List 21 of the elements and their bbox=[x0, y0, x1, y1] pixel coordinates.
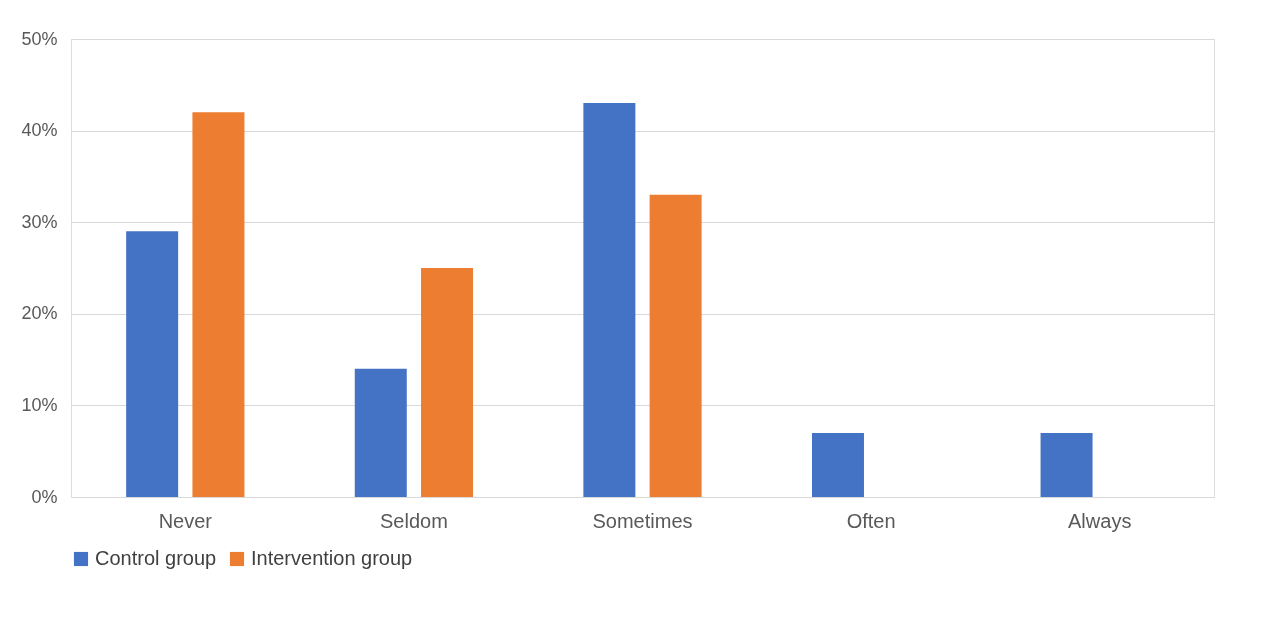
y-tick-label: 20% bbox=[21, 303, 58, 324]
y-tick-label: 40% bbox=[21, 120, 58, 141]
bar bbox=[649, 194, 702, 497]
bar bbox=[811, 432, 864, 497]
x-tick-label: Often bbox=[846, 509, 896, 532]
x-tick-label: Never bbox=[158, 509, 213, 532]
bar bbox=[1040, 432, 1093, 497]
bar bbox=[421, 268, 474, 497]
x-tick-label: Seldom bbox=[379, 509, 448, 532]
x-tick-label: Sometimes bbox=[592, 509, 693, 532]
bar bbox=[583, 103, 636, 497]
y-tick-label: 0% bbox=[31, 486, 58, 507]
y-tick-label: 30% bbox=[21, 211, 58, 232]
legend-label: Control group bbox=[95, 547, 217, 569]
x-tick-label: Always bbox=[1068, 509, 1132, 532]
bar bbox=[354, 368, 407, 497]
bar bbox=[126, 231, 179, 497]
legend-label: Intervention group bbox=[251, 547, 413, 569]
y-tick-label: 50% bbox=[21, 28, 58, 49]
y-tick-label: 10% bbox=[21, 394, 58, 415]
bar bbox=[192, 112, 245, 497]
